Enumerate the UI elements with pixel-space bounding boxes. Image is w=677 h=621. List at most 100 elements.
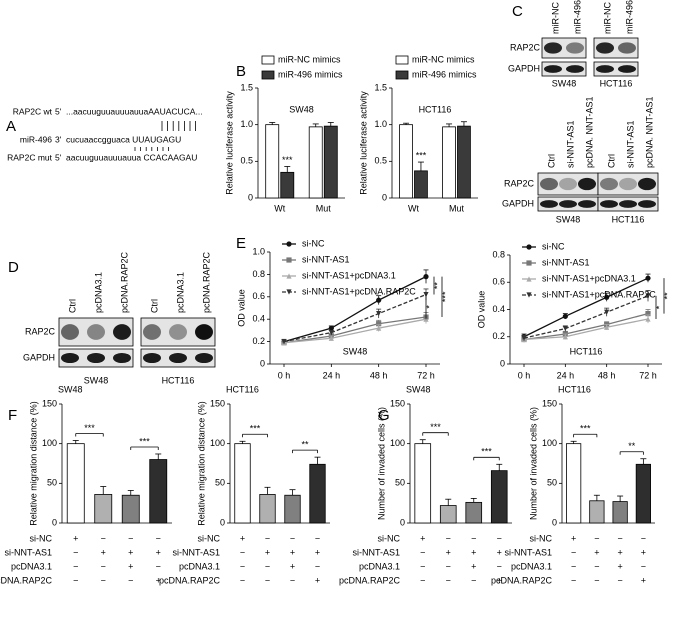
y-tick-label: 0.2	[252, 336, 265, 346]
band	[578, 177, 596, 191]
lane-label: si-NNT-AS1	[625, 120, 635, 168]
condition-sign: −	[73, 575, 78, 585]
point	[562, 334, 568, 340]
condition-sign: +	[617, 547, 622, 557]
y-axis-label: Number of invaded cells (%)	[376, 407, 386, 520]
condition-sign: +	[156, 547, 161, 557]
condition-label: pcDNA.RAP2C	[339, 575, 401, 585]
condition-sign: −	[315, 533, 320, 543]
condition-sign: −	[471, 575, 476, 585]
legend-marker	[526, 260, 532, 266]
chart-title: HCT116	[558, 384, 591, 394]
legend-swatch	[395, 70, 409, 80]
sequence-label: miR-496	[20, 134, 52, 144]
condition-sign: −	[101, 575, 106, 585]
condition-sign: −	[420, 561, 425, 571]
sequence: ...aacuuguuauuuauuaAAUACUCA...	[66, 106, 203, 116]
condition-label: pcDNA3.1	[179, 561, 220, 571]
bar	[589, 500, 605, 524]
legend-swatch	[395, 55, 409, 65]
legend-label: si-NNT-AS1+pcDNA3.1	[302, 270, 396, 280]
significance: ***	[430, 422, 441, 432]
bar	[457, 125, 471, 199]
series-line	[523, 295, 649, 339]
bar	[399, 124, 413, 199]
bar	[566, 443, 582, 524]
legend-label: miR-NC mimics	[412, 54, 475, 64]
significance: **	[662, 292, 672, 300]
y-axis-label: OD value	[236, 289, 246, 327]
band	[143, 324, 161, 340]
y-tick-label: 150	[390, 398, 405, 408]
legend-label: si-NNT-AS1	[302, 254, 350, 264]
chart-title: SW48	[406, 384, 431, 394]
condition-sign: −	[420, 547, 425, 557]
y-axis-label: Relative luciferase activity	[224, 91, 234, 195]
bar	[635, 463, 651, 524]
band	[638, 177, 656, 191]
bar	[323, 125, 338, 199]
condition-sign: −	[101, 533, 106, 543]
row-label: GAPDH	[508, 63, 540, 73]
band	[618, 42, 636, 54]
y-axis-label: OD value	[476, 291, 486, 329]
point	[604, 309, 610, 315]
condition-sign: −	[128, 575, 133, 585]
lane-label: si-NNT-AS1	[565, 120, 575, 168]
series-line	[523, 312, 649, 341]
condition-sign: +	[471, 561, 476, 571]
condition-sign: +	[240, 533, 245, 543]
bar	[309, 463, 326, 524]
significance: ***	[416, 150, 427, 160]
significance: **	[432, 282, 442, 290]
chart-title: SW48	[343, 346, 368, 356]
sequence-end: 5'	[55, 106, 62, 116]
condition-sign: −	[471, 533, 476, 543]
condition-sign: +	[446, 547, 451, 557]
condition-sign: +	[497, 547, 502, 557]
bar	[66, 443, 85, 524]
lane-label: miR-NC mimics	[550, 0, 560, 34]
lane-label: miR-NC mimics	[602, 0, 612, 34]
band	[169, 324, 187, 340]
legend-marker	[526, 292, 532, 298]
band	[566, 65, 584, 73]
sequence-end: 5'	[55, 152, 62, 162]
band	[544, 42, 562, 54]
band	[600, 177, 618, 191]
condition-sign: −	[290, 533, 295, 543]
band	[87, 324, 105, 340]
condition-sign: −	[101, 561, 106, 571]
sequence: aacuuguuauuuauua CCACAAGAU	[66, 152, 197, 162]
condition-label: pcDNA3.1	[511, 561, 552, 571]
panel-letter: D	[8, 259, 19, 276]
bar	[414, 443, 432, 524]
point	[604, 294, 610, 300]
series-line	[283, 318, 427, 344]
significance: ***	[139, 436, 150, 446]
significance: ***	[250, 424, 261, 434]
y-tick-label: 0	[552, 517, 557, 527]
band	[566, 42, 584, 54]
legend-marker	[286, 273, 292, 279]
condition-sign: +	[571, 533, 576, 543]
band	[619, 200, 637, 208]
condition-sign: −	[128, 533, 133, 543]
point	[645, 310, 651, 317]
band	[596, 65, 614, 73]
lane-label: Ctrl	[149, 299, 159, 313]
series-line	[283, 276, 427, 343]
lane-label: pcDNA3.1	[93, 272, 103, 313]
bar	[308, 126, 323, 199]
legend-marker	[526, 244, 532, 250]
bar	[265, 124, 280, 199]
significance: *	[424, 305, 434, 309]
y-tick-label: 1.0	[240, 119, 253, 129]
y-tick-label: 0	[260, 358, 265, 368]
significance: **	[301, 440, 309, 450]
legend-label: miR-NC mimics	[278, 54, 341, 64]
bar	[414, 170, 428, 199]
x-tick-label: 48 h	[598, 370, 616, 380]
group-label: SW48	[552, 78, 577, 88]
